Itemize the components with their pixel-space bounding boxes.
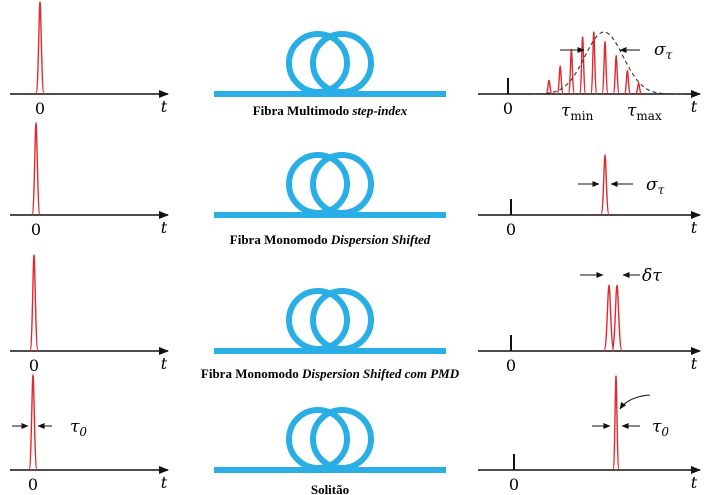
fiber-coil xyxy=(214,407,446,473)
tau-min-label: τmin xyxy=(561,101,594,123)
input-pulse xyxy=(35,1,45,95)
input-origin-label: 0 xyxy=(35,99,45,118)
fiber-coil xyxy=(214,152,446,218)
curved-arrow xyxy=(619,394,651,410)
diagram-row: 0 t Fibra Multimodo step-index 0 t στ τmin τmax xyxy=(10,1,701,123)
output-mode-pulse xyxy=(567,48,576,95)
diagram-row: 0 t Solitão 0 t τ0 τ0 xyxy=(10,374,701,495)
output-mode-pulse xyxy=(634,82,643,95)
diagram-row: 0 t Fibra Monomodo Dispersion Shifted com … xyxy=(10,254,701,381)
fiber-label: Fibra Monomodo Dispersion Shifted xyxy=(230,232,431,247)
output-time-label: t xyxy=(691,218,698,237)
fiber-loop xyxy=(286,407,350,471)
input-width-label: τ0 xyxy=(70,417,87,439)
output-origin-label: 0 xyxy=(503,99,513,118)
output-time-label: t xyxy=(691,354,698,373)
output-pulse-fast xyxy=(603,284,615,352)
input-pulse xyxy=(28,374,38,471)
output-width-label: στ xyxy=(654,40,673,62)
fiber-loop xyxy=(286,288,350,352)
fiber-loop xyxy=(310,152,374,216)
input-time-label: t xyxy=(161,218,168,237)
fiber-coil xyxy=(214,288,446,354)
output-pulse xyxy=(612,375,620,471)
output-width-label: τ0 xyxy=(652,417,669,439)
input-origin-label: 0 xyxy=(29,356,39,375)
output-mode-pulse xyxy=(612,54,620,95)
tau-max-label: τmax xyxy=(627,101,662,123)
output-mode-pulse xyxy=(545,79,553,95)
rows-layer: 0 t Fibra Multimodo step-index 0 t στ τmin τmax… xyxy=(10,1,701,495)
output-origin-label: 0 xyxy=(506,220,516,239)
output-width-label: στ xyxy=(646,175,665,197)
fiber-loop xyxy=(286,152,350,216)
output-mode-pulse xyxy=(601,40,609,95)
fiber-label: Fibra Multimodo step-index xyxy=(253,103,408,118)
output-envelope xyxy=(532,31,682,95)
output-origin-label: 0 xyxy=(509,475,519,494)
fiber-label: Fibra Monomodo Dispersion Shifted com PM… xyxy=(201,366,460,381)
input-time-label: t xyxy=(161,354,168,373)
input-origin-label: 0 xyxy=(31,220,41,239)
output-time-label: t xyxy=(691,473,698,492)
output-mode-pulse xyxy=(623,69,632,95)
fiber-coil xyxy=(214,31,446,97)
input-pulse xyxy=(29,254,39,352)
output-mode-pulse xyxy=(578,36,587,95)
output-pulse-slow xyxy=(611,284,623,352)
output-origin-label: 0 xyxy=(506,356,516,375)
fiber-loop xyxy=(310,407,374,471)
input-time-label: t xyxy=(161,97,168,116)
diagram-row: 0 t Fibra Monomodo Dispersion Shifted 0 t στ xyxy=(10,122,701,247)
input-time-label: t xyxy=(161,473,168,492)
input-origin-label: 0 xyxy=(28,475,38,494)
fiber-label: Solitão xyxy=(311,482,349,495)
output-mode-pulse xyxy=(590,31,598,95)
fiber-loop xyxy=(286,31,350,95)
output-time-label: t xyxy=(691,97,698,116)
input-pulse xyxy=(31,122,41,216)
fiber-loop xyxy=(310,31,374,95)
fiber-loop xyxy=(310,288,374,352)
output-width-label: δτ xyxy=(642,266,662,286)
output-pulse xyxy=(600,154,610,216)
